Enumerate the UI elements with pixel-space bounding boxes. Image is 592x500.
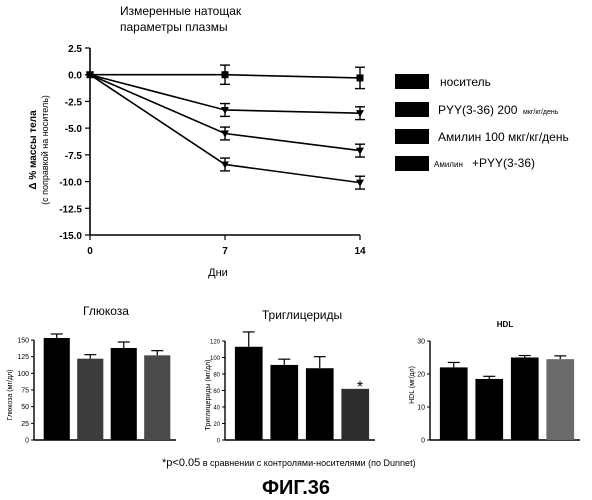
main-chart-ylabel-line1: Δ % массы тела [28,110,39,190]
hdl-panel: 0 10 20 30 [417,339,580,445]
main-y-tick-label: -12.5 [59,204,82,215]
main-y-tick-label: 0.0 [68,71,82,82]
main-y-tick-label: -10.0 [59,178,82,189]
data-point-triangle [356,180,364,187]
hdl-bar [511,358,539,441]
triglycerides-y-tick-label: 100 [210,356,221,362]
glucose-title: Глюкоза [83,304,129,318]
hdl-bar [440,367,468,440]
hdl-title: HDL [497,320,514,329]
glucose-ylabel: Глюкоза (мг/дл) [7,370,14,421]
main-x-tick-label: 0 [87,246,93,257]
glucose-y-tick-label: 150 [17,338,29,345]
glucose-y-tick-label: 50 [21,404,29,411]
legend-label-vehicle: носитель [440,75,491,89]
main-y-tick-label: -15.0 [59,231,82,242]
bar-panels: 0 25 50 75 100 125 150 0 20 40 60 80 100 120 0 10 20 30 [17,332,580,445]
legend-label-combo-prefix: Амилин [434,160,463,169]
hdl-bar [546,359,574,440]
triglycerides-y-tick-label: 60 [213,389,220,395]
legend-swatch-amylin [395,129,429,144]
footnote-text: в сравнении с контролями-носителями (по … [200,458,415,468]
main-x-tick-label: 14 [354,246,366,257]
triglycerides-y-tick-label: 80 [213,373,220,379]
hdl-ylabel: HDL (мг/дл) [409,366,416,404]
triglycerides-panel: 0 20 40 60 80 100 120 [210,332,375,445]
triglycerides-y-tick-label: 20 [213,422,220,428]
glucose-y-tick-label: 75 [21,388,29,395]
legend-swatch-pyy [395,102,429,117]
hdl-y-tick-label: 20 [417,372,425,379]
main-chart-axes: 2.5 0.0 -2.5 -5.0 -7.5 -10.0 -12.5 -15.0 0 7 14 [59,44,366,257]
glucose-y-tick-label: 125 [17,354,29,361]
legend-label-amylin: Амилин 100 мкг/кг/день [438,130,569,144]
data-point-square [357,74,364,81]
legend-label-pyy: PYY(3-36) 200 [438,103,518,117]
glucose-bar [77,359,103,440]
legend-swatch-combo [395,156,429,171]
triglycerides-y-tick-label: 40 [213,406,220,412]
triglycerides-title: Триглицериды [262,308,342,322]
figure-label: ФИГ.36 [262,477,330,499]
footnote-pvalue: *p<0.05 [162,457,200,469]
main-y-tick-label: -7.5 [65,151,83,162]
main-chart-series [86,65,365,189]
main-y-tick-label: -5.0 [65,124,83,135]
glucose-bar [44,338,70,440]
main-chart-title-line1: Измеренные натощак [120,4,242,18]
glucose-panel: 0 25 50 75 100 125 150 [17,334,176,445]
main-y-tick-label: -2.5 [65,97,83,108]
triglycerides-ylabel: Триглицериды (мг/дл) [205,360,212,431]
triglycerides-y-tick-label: 0 [217,439,221,445]
triglycerides-y-tick-label: 120 [210,340,221,346]
data-point-square [222,71,229,78]
legend: носитель PYY(3-36) 200 мкг/кг/день Амили… [395,74,569,171]
main-x-tick-label: 7 [222,246,228,257]
main-chart-title-line2: параметры плазмы [120,20,228,34]
main-chart-ylabel-line2: (с поправкой на носитель) [40,95,50,205]
hdl-y-tick-label: 0 [421,438,425,445]
glucose-y-tick-label: 25 [21,421,29,428]
hdl-y-tick-label: 30 [417,339,425,346]
triglycerides-bar [306,368,334,440]
triglycerides-bar [235,347,263,440]
main-y-tick-label: 2.5 [68,44,82,55]
legend-label-combo: +PYY(3-36) [472,156,535,170]
glucose-bar [144,355,170,440]
legend-label-pyy-unit: мкг/кг/день [523,109,559,116]
main-chart-xlabel: Дни [208,267,228,279]
triglycerides-bar [270,365,298,440]
data-point-triangle [356,148,364,155]
legend-swatch-vehicle [395,74,429,89]
glucose-y-tick-label: 100 [17,371,29,378]
hdl-y-tick-label: 10 [417,405,425,412]
hdl-bar [475,379,503,440]
glucose-bar [111,348,137,440]
triglycerides-bar [341,389,369,440]
glucose-y-tick-label: 0 [25,438,29,445]
footnote: *p<0.05 в сравнении с контролями-носител… [162,457,416,469]
